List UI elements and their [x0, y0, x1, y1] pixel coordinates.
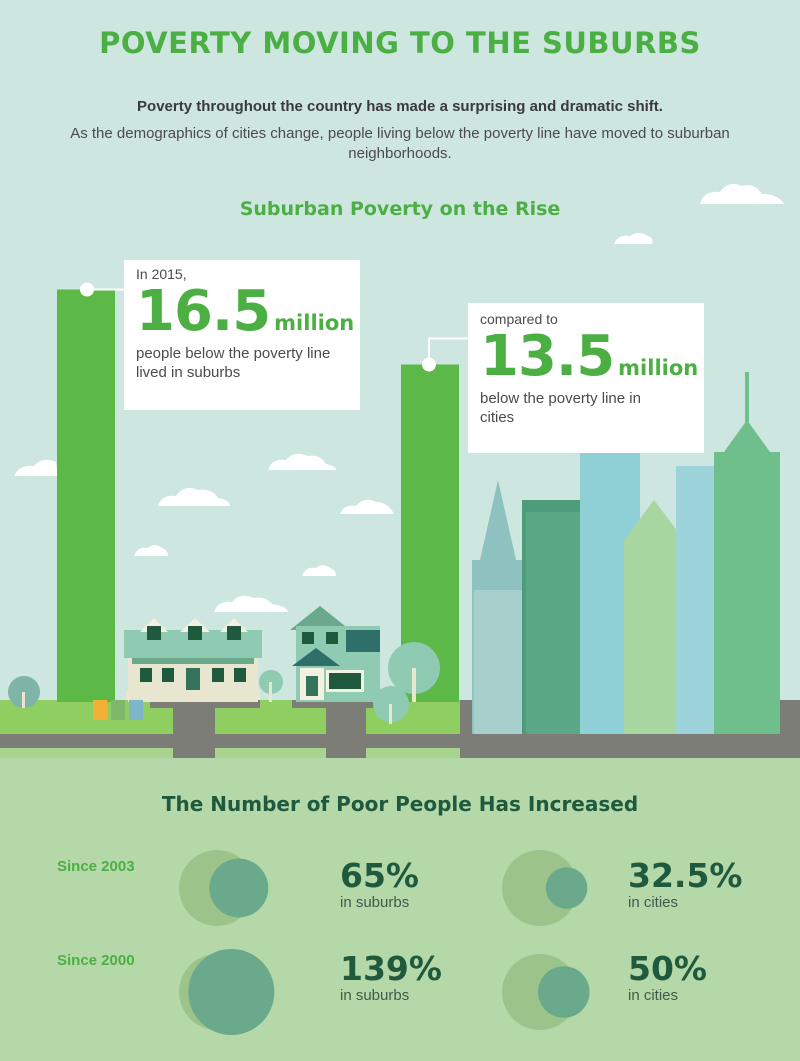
street-edge: [292, 700, 404, 708]
driveway: [326, 700, 366, 758]
callout-suburbs-figure: 16.5 million: [136, 284, 354, 340]
callout-cities-figure: 13.5 million: [480, 329, 698, 385]
stat-suburbs-2000: 139% in suburbs: [340, 949, 442, 1005]
house-small: [290, 606, 380, 702]
stat-suburbs-2003: 65% in suburbs: [340, 856, 419, 912]
scene-illustration: [0, 184, 800, 758]
stat-cities-2003: 32.5% in cities: [628, 856, 743, 912]
sidewalk: [0, 748, 800, 758]
tree-icon: [388, 642, 440, 702]
leader-line-cities: [428, 337, 468, 365]
since-label-2000: Since 2000: [57, 952, 135, 969]
callout-suburbs: In 2015, 16.5 million people below the po…: [124, 260, 360, 410]
cloud-icon: [268, 453, 336, 470]
tree-icon: [8, 676, 40, 708]
callout-suburbs-value: 16.5: [136, 279, 271, 344]
circle-value-suburbs-2003: [209, 858, 269, 918]
callout-suburbs-unit: million: [274, 311, 355, 335]
tree-icon: [373, 686, 409, 724]
callout-cities: compared to 13.5 million below the povert…: [468, 303, 704, 453]
cloud-icon: [14, 459, 58, 476]
cloud-icon: [302, 565, 336, 576]
cloud-icon: [134, 545, 168, 556]
stat-cities-2003-label: in cities: [628, 894, 679, 911]
street-edge: [150, 700, 260, 708]
increase-panel: [0, 758, 800, 1061]
cloud-icon: [700, 184, 784, 204]
lead-sentence: Poverty throughout the country has made …: [137, 98, 663, 115]
cloud-icon: [214, 595, 288, 612]
intro-paragraph: As the demographics of cities change, pe…: [70, 125, 730, 162]
clouds: [14, 184, 784, 612]
cloud-icon: [158, 488, 230, 506]
cloud-icon: [614, 233, 653, 244]
circle-value-cities-2000: [537, 966, 590, 1018]
stat-suburbs-2000-label: in suburbs: [340, 987, 410, 1004]
stat-cities-2000: 50% in cities: [628, 949, 707, 1005]
stat-suburbs-2000-value: 139%: [340, 949, 442, 988]
bar-suburbs: [57, 289, 115, 702]
since-label-2003: Since 2003: [57, 858, 135, 875]
callout-cities-unit: million: [618, 356, 699, 380]
stat-cities-2003-value: 32.5%: [628, 856, 743, 895]
section-title-rise: Suburban Poverty on the Rise: [239, 198, 561, 220]
stat-suburbs-2003-value: 65%: [340, 856, 419, 895]
house-large: [124, 618, 262, 702]
circle-value-cities-2003: [545, 867, 588, 909]
tree-icon: [259, 670, 283, 702]
stat-cities-2000-value: 50%: [628, 949, 707, 988]
section-title-increase: The Number of Poor People Has Increased: [161, 792, 639, 816]
callout-cities-pre: compared to: [480, 311, 558, 327]
cloud-icon: [340, 499, 394, 514]
stat-cities-2000-label: in cities: [628, 987, 679, 1004]
callout-cities-value: 13.5: [480, 324, 615, 389]
callout-cities-post: below the poverty line in cities: [480, 390, 641, 426]
callout-suburbs-post: people below the poverty line lived in s…: [136, 345, 331, 381]
driveway: [173, 700, 215, 758]
trash-cans: [93, 700, 143, 720]
main-title: POVERTY MOVING TO THE SUBURBS: [99, 26, 701, 60]
circle-value-suburbs-2000: [188, 948, 275, 1036]
stat-suburbs-2003-label: in suburbs: [340, 894, 410, 911]
callout-suburbs-pre: In 2015,: [136, 266, 187, 282]
increase-circles: [179, 850, 590, 1036]
city-skyline: [472, 372, 780, 734]
